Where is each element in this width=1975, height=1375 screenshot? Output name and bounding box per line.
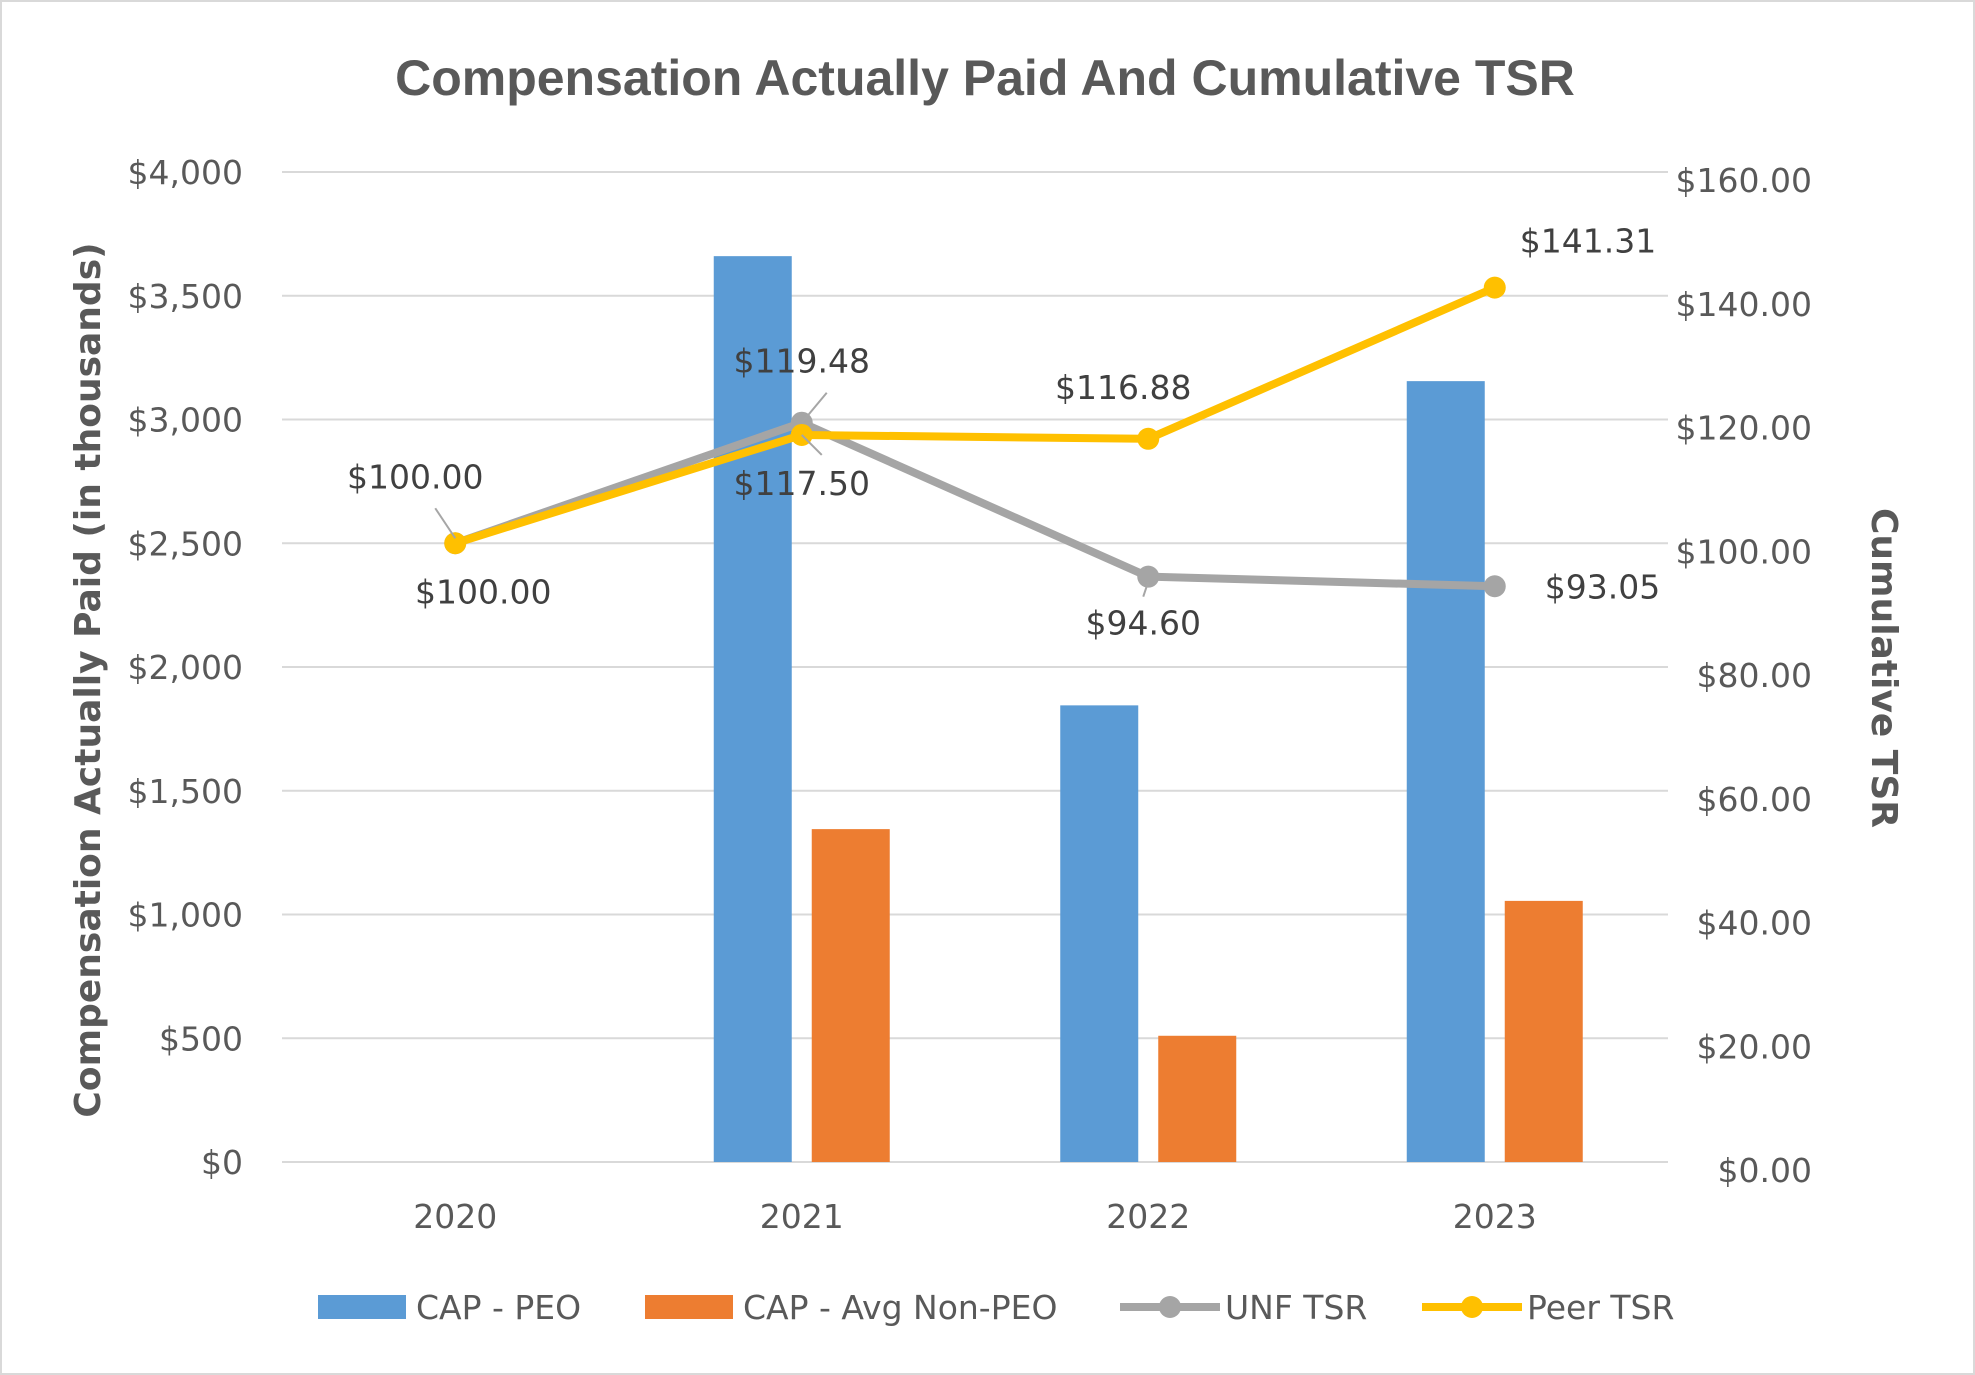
- x-axis-ticks: 2020 2021 2022 2023: [413, 1197, 1536, 1236]
- legend-label-unf-tsr: UNF TSR: [1225, 1288, 1367, 1327]
- y2-tick-label: $80.00: [1697, 656, 1812, 695]
- y-tick-label: $0: [201, 1143, 243, 1182]
- bar-cap-avg-non-peo: [1504, 900, 1583, 1162]
- lines: $100.00 $119.48 $94.60 $93.05 $100.00 $117.50…: [347, 222, 1660, 643]
- point-unf-tsr: [1137, 565, 1160, 588]
- leader-line: [801, 434, 823, 456]
- y-tick-label: $3,500: [128, 277, 243, 316]
- legend-label-cap-peo: CAP - PEO: [416, 1288, 581, 1327]
- data-label-peer-tsr: $117.50: [734, 464, 870, 503]
- data-label-unf-tsr: $119.48: [734, 342, 870, 381]
- data-label-unf-tsr: $100.00: [347, 457, 483, 496]
- legend-swatch-cap-avg-non-peo: [645, 1295, 733, 1319]
- y-tick-label: $1,000: [128, 896, 243, 935]
- x-tick-label: 2022: [1106, 1197, 1190, 1236]
- bar-cap-peo: [1060, 705, 1139, 1162]
- y-tick-label: $4,000: [128, 153, 243, 192]
- line-unf-tsr: [453, 418, 1495, 591]
- bar-cap-peo: [1406, 381, 1485, 1162]
- y2-tick-label: $160.00: [1676, 161, 1812, 200]
- y2-axis-ticks: $0.00 $20.00 $40.00 $60.00 $80.00 $100.00 $120…: [1676, 161, 1812, 1190]
- y2-tick-label: $100.00: [1676, 532, 1812, 571]
- y-tick-label: $1,500: [128, 772, 243, 811]
- legend-label-peer-tsr: Peer TSR: [1527, 1288, 1674, 1327]
- y-tick-label: $3,000: [128, 401, 243, 440]
- data-label-unf-tsr: $94.60: [1086, 604, 1201, 643]
- y-tick-label: $2,500: [128, 524, 243, 563]
- y2-tick-label: $60.00: [1697, 780, 1812, 819]
- data-label-unf-tsr: $93.05: [1545, 567, 1660, 606]
- y-tick-label: $2,000: [128, 648, 243, 687]
- point-peer-tsr: [1483, 276, 1506, 299]
- y2-tick-label: $120.00: [1676, 409, 1812, 448]
- chart-title: Compensation Actually Paid And Cumulativ…: [395, 50, 1575, 106]
- leader-line: [434, 507, 457, 539]
- bars: [713, 256, 1583, 1162]
- x-tick-label: 2023: [1453, 1197, 1537, 1236]
- legend-marker-unf-tsr: [1159, 1296, 1181, 1318]
- y-axis-ticks: $0 $500 $1,000 $1,500 $2,000 $2,500 $3,000 $3,5…: [128, 153, 243, 1182]
- y2-tick-label: $0.00: [1718, 1151, 1812, 1190]
- point-peer-tsr: [1137, 427, 1160, 450]
- x-tick-label: 2020: [413, 1197, 497, 1236]
- bar-cap-avg-non-peo: [811, 829, 890, 1162]
- y2-axis-title: Cumulative TSR: [1863, 508, 1904, 828]
- leader-line: [800, 392, 828, 424]
- legend-label-cap-avg-non-peo: CAP - Avg Non-PEO: [743, 1288, 1057, 1327]
- x-tick-label: 2021: [760, 1197, 844, 1236]
- data-label-peer-tsr: $141.31: [1520, 222, 1656, 261]
- legend-marker-peer-tsr: [1461, 1296, 1483, 1318]
- bar-cap-avg-non-peo: [1158, 1035, 1237, 1162]
- line-peer-tsr: [454, 283, 1497, 548]
- y-tick-label: $500: [159, 1019, 243, 1058]
- leader-line: [1142, 581, 1150, 597]
- legend-swatch-cap-peo: [318, 1295, 406, 1319]
- data-label-peer-tsr: $116.88: [1055, 368, 1191, 407]
- y2-tick-label: $40.00: [1697, 904, 1812, 943]
- point-peer-tsr: [444, 532, 467, 555]
- legend: CAP - PEO CAP - Avg Non-PEO UNF TSR Peer TS…: [318, 1288, 1674, 1327]
- bar-cap-peo: [713, 256, 792, 1162]
- y-axis-title: Compensation Actually Paid (in thousands…: [68, 242, 109, 1117]
- point-unf-tsr: [1483, 575, 1506, 598]
- y2-tick-label: $140.00: [1676, 285, 1812, 324]
- data-label-peer-tsr: $100.00: [415, 572, 551, 611]
- y2-tick-label: $20.00: [1697, 1027, 1812, 1066]
